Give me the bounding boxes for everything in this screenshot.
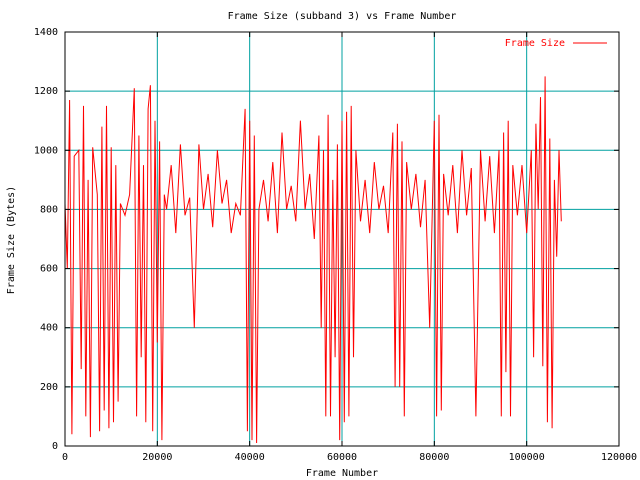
series-layer xyxy=(64,76,562,444)
axis-tick-labels: 0 20000 40000 60000 80000 100000 120000 0 200 400… xyxy=(34,27,637,463)
y-tick-label: 600 xyxy=(40,264,58,275)
y-tick-label: 800 xyxy=(40,204,58,215)
legend-label-frame-size: Frame Size xyxy=(505,38,565,49)
x-tick-label: 60000 xyxy=(327,452,357,463)
y-tick-label: 1000 xyxy=(34,145,58,156)
x-tick-label: 40000 xyxy=(235,452,265,463)
y-tick-label: 0 xyxy=(52,441,58,452)
x-tick-label: 80000 xyxy=(419,452,449,463)
y-tick-label: 400 xyxy=(40,323,58,334)
series-line-frame-size xyxy=(64,76,562,444)
x-tick-label: 120000 xyxy=(601,452,637,463)
y-tick-label: 1400 xyxy=(34,27,58,38)
y-axis-label: Frame Size (Bytes) xyxy=(6,186,17,294)
chart-title: Frame Size (subband 3) vs Frame Number xyxy=(228,11,457,22)
legend: Frame Size xyxy=(505,38,607,49)
y-tick-label: 1200 xyxy=(34,86,58,97)
axis-ticks xyxy=(64,31,620,447)
x-tick-label: 100000 xyxy=(509,452,545,463)
y-tick-label: 200 xyxy=(40,382,58,393)
x-axis-label: Frame Number xyxy=(306,468,378,479)
x-tick-label: 0 xyxy=(62,452,68,463)
x-tick-label: 20000 xyxy=(142,452,172,463)
